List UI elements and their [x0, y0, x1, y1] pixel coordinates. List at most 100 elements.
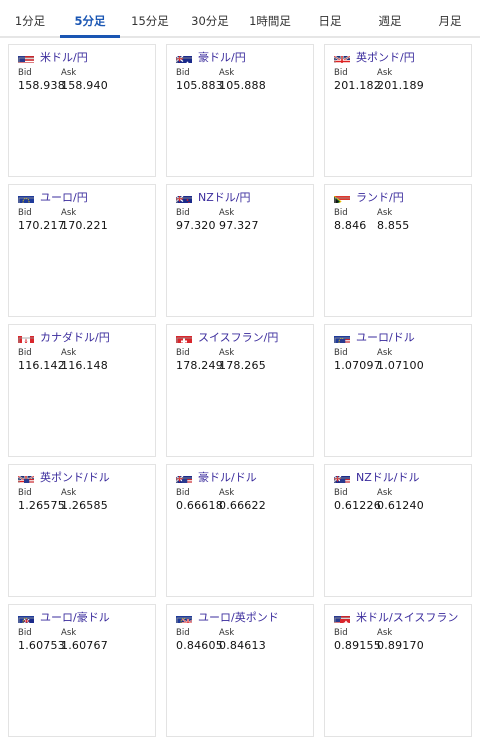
flag-icon: 159.1159158.98:509:5010:50: [18, 52, 34, 63]
candlestick-chart[interactable]: [18, 98, 149, 172]
bid-value: 0.66618: [176, 499, 223, 512]
candlestick-chart[interactable]: [334, 238, 465, 312]
tab-4[interactable]: 1時間足: [249, 14, 291, 28]
pair-title[interactable]: スイスフラン/円: [198, 331, 279, 344]
bid-value: 97.320: [176, 219, 216, 232]
candlestick-chart[interactable]: [334, 378, 465, 452]
pair-title[interactable]: ユーロ/英ポンド: [198, 611, 279, 624]
ask-value: 170.221: [61, 219, 108, 232]
candlestick-chart[interactable]: [18, 518, 149, 592]
bid-label: Bid: [18, 348, 32, 358]
flag-icon: 8.858.848:509:5010:50: [334, 192, 350, 203]
pair-title[interactable]: 豪ドル/ドル: [198, 471, 257, 484]
card-header: 178.4178.3178.28:509:5010:50 スイスフラン/円: [176, 330, 278, 344]
rate-card[interactable]: 105.95105.9105.858:509:5010:50 豪ドル/円 Bid As…: [166, 44, 314, 177]
candlestick-chart[interactable]: [18, 238, 149, 312]
card-header: 1.0711.07081.07061.07048:509:5010:50 ユーロ/…: [334, 330, 415, 344]
card-header: 170.3170.2170.18:509:5010:50 ユーロ/円: [18, 190, 88, 204]
rate-card[interactable]: 8.858.848:509:5010:50 ランド/円 Bid Ask 8.846 8.8…: [324, 184, 472, 317]
card-header: 0.66620.6660.66580.66560.66548:309:5010:…: [176, 470, 257, 484]
pair-title[interactable]: 豪ドル/円: [198, 51, 246, 64]
candlestick-chart[interactable]: [176, 238, 307, 312]
ask-value: 201.189: [377, 79, 424, 92]
bid-value: 170.217: [18, 219, 65, 232]
timeframe-tabs: 1分足 5分足 15分足 30分足 1時間足 日足 週足 月足: [0, 0, 480, 38]
flag-icon: 0.66620.6660.66580.66560.66548:309:5010:…: [176, 472, 192, 483]
pair-title[interactable]: ユーロ/豪ドル: [40, 611, 110, 624]
pair-title[interactable]: 米ドル/スイスフラン: [356, 611, 459, 624]
flag-icon: 178.4178.3178.28:509:5010:50: [176, 332, 192, 343]
bid-label: Bid: [176, 208, 190, 218]
tab-3[interactable]: 30分足: [191, 14, 229, 28]
ask-value: 97.327: [219, 219, 259, 232]
bid-value: 201.182: [334, 79, 381, 92]
rate-card[interactable]: 1.26621.2661.26581.26568:309:5010:50 英ポンド…: [8, 464, 156, 597]
pair-title[interactable]: 英ポンド/ドル: [40, 471, 110, 484]
candlestick-chart[interactable]: [176, 98, 307, 172]
flag-icon: 97.3597.397.258:509:5010:50: [176, 192, 192, 203]
bid-label: Bid: [334, 488, 348, 498]
ask-value: 0.61240: [377, 499, 424, 512]
candlestick-chart[interactable]: [334, 658, 465, 732]
ask-label: Ask: [219, 628, 235, 638]
ask-label: Ask: [219, 208, 235, 218]
tab-0[interactable]: 1分足: [14, 14, 46, 28]
rate-card[interactable]: 97.3597.397.258:509:5010:50 NZドル/円 Bid Ask9…: [166, 184, 314, 317]
candlestick-chart[interactable]: [176, 378, 307, 452]
rate-card[interactable]: 159.1159158.98:509:5010:50 米ドル/円 Bid Ask158…: [8, 44, 156, 177]
bid-label: Bid: [334, 628, 348, 638]
ask-label: Ask: [61, 348, 77, 358]
ask-value: 158.940: [61, 79, 108, 92]
rate-card[interactable]: 0.8920.89180.89160.89148:309:5010:50 米ドル/…: [324, 604, 472, 737]
bid-label: Bid: [334, 68, 348, 78]
rate-card[interactable]: 0.8460.84580.84568:309:5010:50 ユーロ/英ポンド Bi…: [166, 604, 314, 737]
ask-value: 0.66622: [219, 499, 266, 512]
pair-title[interactable]: NZドル/ドル: [356, 471, 420, 484]
bid-value: 1.26575: [18, 499, 65, 512]
tab-5[interactable]: 日足: [318, 14, 342, 28]
bid-label: Bid: [18, 208, 32, 218]
pair-title[interactable]: ランド/円: [356, 191, 404, 204]
pair-title[interactable]: NZドル/円: [198, 191, 251, 204]
candlestick-chart[interactable]: [18, 378, 149, 452]
ask-label: Ask: [377, 348, 393, 358]
ask-value: 8.855: [377, 219, 410, 232]
ask-label: Ask: [61, 628, 77, 638]
candlestick-chart[interactable]: [176, 658, 307, 732]
ask-label: Ask: [219, 68, 235, 78]
rate-card[interactable]: 170.3170.2170.18:509:5010:50ユーロ/円BidAsk1…: [8, 184, 156, 317]
pair-title[interactable]: 英ポンド/円: [356, 51, 415, 64]
rate-card[interactable]: 0.61250.6128:309:5010:50NZドル/ドル Bid Ask0.6…: [324, 464, 472, 597]
pair-title[interactable]: カナダドル/円: [40, 331, 110, 344]
flag-icon: 0.8920.89180.89160.89148:309:5010:50: [334, 612, 350, 623]
pair-title[interactable]: ユーロ/円: [40, 191, 88, 204]
candlestick-chart[interactable]: [334, 518, 465, 592]
rate-card[interactable]: 178.4178.3178.28:509:5010:50 スイスフラン/円 Bid A…: [166, 324, 314, 457]
card-header: 1.26621.2661.26581.26568:309:5010:50 英ポンド…: [18, 470, 110, 484]
ask-label: Ask: [377, 488, 393, 498]
ask-label: Ask: [61, 488, 77, 498]
tab-2[interactable]: 15分足: [131, 14, 169, 28]
rate-card[interactable]: 1.6081.6078:309:5010:50ユーロ/豪ドルBidAsk1.60…: [8, 604, 156, 737]
ask-value: 105.888: [219, 79, 266, 92]
tab-6[interactable]: 週足: [378, 14, 402, 28]
card-header: 159.1159158.98:509:5010:50 米ドル/円: [18, 50, 88, 64]
candlestick-chart[interactable]: [334, 98, 465, 172]
flag-icon: 1.0711.07081.07061.07048:509:5010:50: [334, 332, 350, 343]
tab-1[interactable]: 5分足: [60, 0, 120, 38]
candlestick-chart[interactable]: [18, 658, 149, 732]
ask-label: Ask: [377, 208, 393, 218]
rate-card[interactable]: 0.66620.6660.66580.66560.66548:309:5010:…: [166, 464, 314, 597]
tab-7[interactable]: 月足: [438, 14, 462, 28]
bid-label: Bid: [18, 68, 32, 78]
rate-card[interactable]: 1.0711.07081.07061.07048:509:5010:50 ユーロ/…: [324, 324, 472, 457]
card-header: 0.61250.6128:309:5010:50 NZドル/ドル: [334, 470, 419, 484]
bid-label: Bid: [176, 628, 190, 638]
pair-title[interactable]: 米ドル/円: [40, 51, 88, 64]
pair-title[interactable]: ユーロ/ドル: [356, 331, 415, 344]
candlestick-chart[interactable]: [176, 518, 307, 592]
